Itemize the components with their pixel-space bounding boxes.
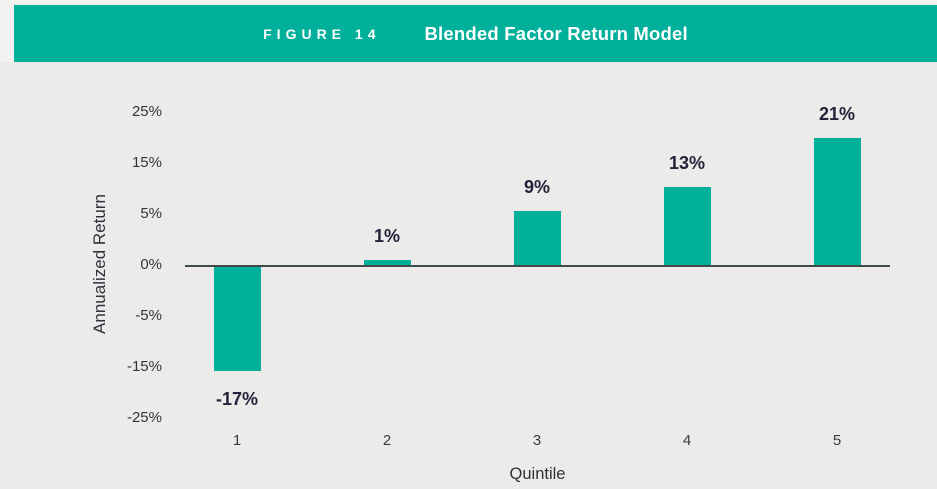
y-tick-label: 5% (140, 205, 162, 222)
y-tick-label: 0% (140, 256, 162, 273)
zero-axis-line (185, 265, 890, 267)
figure-number-label: FIGURE 14 (263, 25, 381, 42)
bar-value-label: 21% (818, 104, 856, 124)
figure-banner: FIGURE 14 Blended Factor Return Model (14, 5, 937, 62)
x-tick-label: 5 (832, 432, 842, 449)
bar (663, 187, 711, 266)
y-tick-label: -15% (126, 358, 162, 375)
bar-value-label: -17% (215, 389, 259, 409)
bar-value-label: 13% (668, 153, 706, 173)
x-tick-label: 3 (532, 432, 542, 449)
y-tick-label: -5% (135, 307, 162, 324)
bar (363, 260, 411, 266)
y-tick-label: -25% (126, 409, 162, 426)
bar (513, 211, 561, 266)
y-tick-label: 25% (131, 103, 162, 120)
bar-value-label: 1% (373, 226, 400, 246)
x-tick-label: 1 (232, 432, 242, 449)
bar-value-label: 9% (523, 177, 550, 197)
x-axis-title: Quintile (509, 465, 566, 483)
bar (813, 138, 861, 266)
figure-title: Blended Factor Return Model (424, 22, 688, 44)
y-tick-label: 15% (131, 154, 162, 171)
bar (213, 267, 261, 371)
x-tick-label: 2 (382, 432, 392, 449)
chart-panel-background (0, 62, 937, 489)
x-tick-label: 4 (682, 432, 692, 449)
